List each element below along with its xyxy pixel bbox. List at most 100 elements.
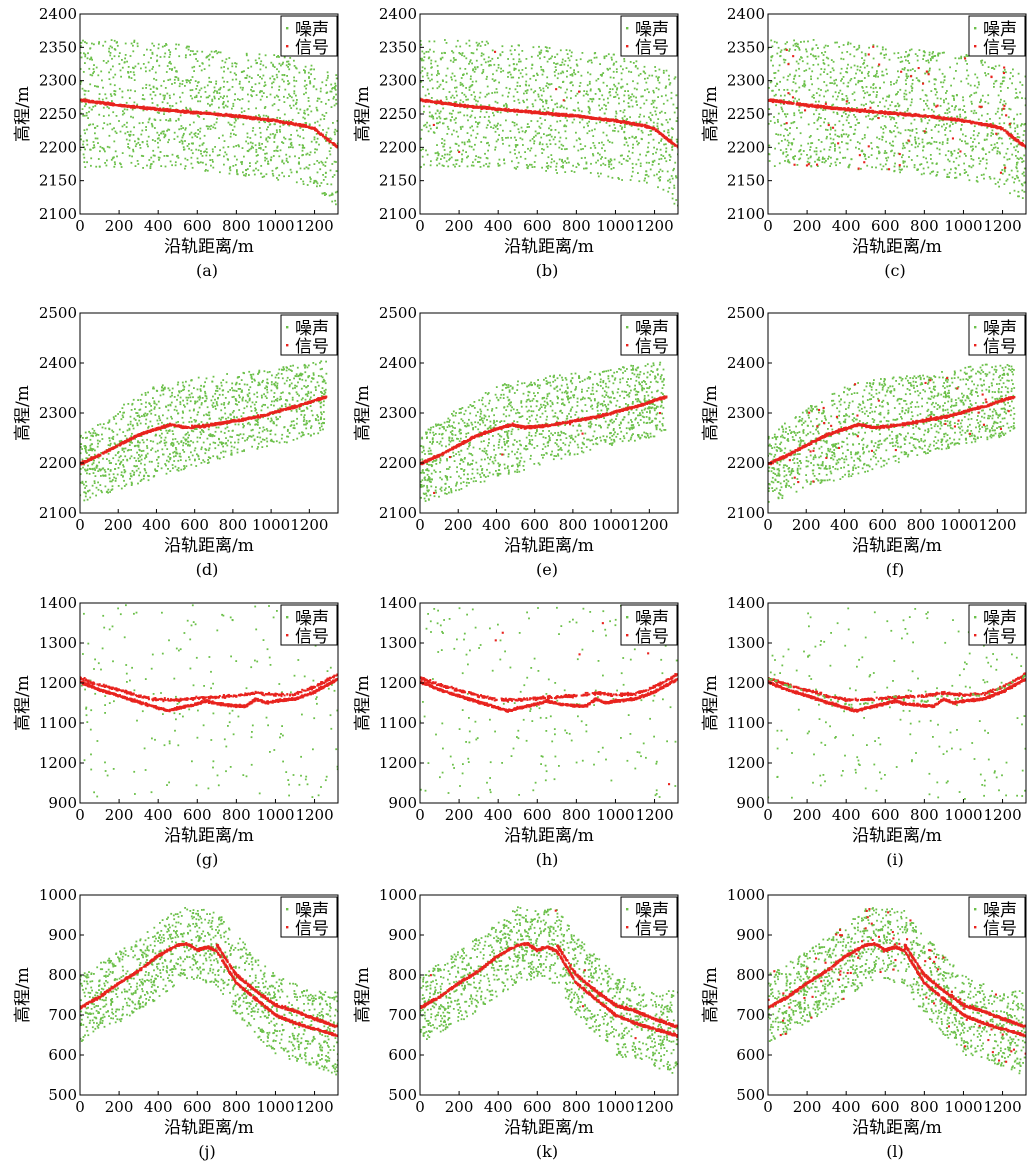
noise-point [928,54,931,56]
noise-point [498,134,500,136]
noise-point [309,178,312,180]
noise-point [190,156,193,159]
noise-point [266,140,269,143]
noise-point [565,107,568,110]
noise-point [610,163,613,166]
noise-point [154,127,156,129]
noise-point [817,63,820,66]
signal-point [176,109,179,112]
noise-point [651,74,654,77]
signal-point [112,103,115,106]
noise-point [157,137,160,140]
noise-point [580,148,582,151]
signal-point [104,103,107,106]
noise-point [609,158,612,161]
noise-point [576,92,579,95]
signal-point [301,124,304,127]
y-tick-label: 2350 [39,38,77,56]
noise-point [140,67,142,70]
noise-point [200,152,202,155]
noise-point [132,44,134,47]
noise-point [267,136,270,138]
noise-point [134,140,136,143]
noise-point [331,193,334,196]
noise-point [946,139,949,142]
noise-point [566,70,568,72]
noise-point [638,180,641,183]
noise-point [562,80,565,83]
noise-point [618,102,620,105]
noise-point [205,148,208,150]
noise-point [471,62,473,65]
noise-point [589,98,592,100]
noise-point [585,93,588,95]
noise-point [593,128,596,131]
noise-point [487,92,490,95]
noise-point [992,133,994,135]
noise-point [534,154,537,157]
noise-point [189,107,192,110]
noise-point [96,137,99,140]
signal-point [651,127,654,130]
noise-point [453,101,456,104]
noise-point [937,130,940,133]
noise-point [631,135,634,138]
signal-point [608,120,611,123]
noise-point [556,102,558,105]
noise-point [203,86,206,89]
noise-point [237,117,239,120]
noise-point [169,118,172,120]
noise-point [497,162,499,165]
noise-point [309,176,311,179]
noise-point [174,76,177,78]
noise-point [136,103,139,106]
noise-point [907,107,909,110]
noise-point [645,81,648,84]
noise-point [936,91,938,94]
noise-point [549,143,552,145]
y-tick-label: 2100 [39,205,77,223]
noise-point [475,80,478,83]
noise-point [103,122,106,124]
noise-point [593,56,596,59]
signal-point [275,120,278,123]
noise-point [284,88,287,91]
noise-point [903,68,906,71]
noise-point [179,96,181,99]
noise-point [283,80,285,83]
noise-point [332,87,334,89]
noise-point [330,194,333,196]
noise-point [429,79,431,82]
noise-point [550,129,552,132]
signal-point [439,99,442,102]
noise-point [114,150,117,153]
noise-point [247,67,250,69]
noise-point [673,111,676,114]
noise-point [579,138,581,141]
noise-point [799,157,802,160]
signal-point [522,110,525,113]
noise-point [803,85,806,88]
noise-point [454,86,456,89]
signal-point [559,114,562,117]
noise-point [287,80,289,82]
noise-point [314,121,316,124]
noise-point [496,124,498,127]
noise-point [195,148,198,151]
noise-point [462,149,464,152]
noise-point [251,129,254,132]
noise-point [588,59,591,62]
noise-point [133,39,136,42]
noise-point [94,132,96,135]
noise-point [624,90,626,92]
noise-point [206,151,208,154]
noise-point [624,124,626,126]
noise-point [561,160,563,163]
noise-point [132,116,134,119]
noise-point [483,116,486,118]
noise-point [178,141,181,143]
noise-point [334,84,337,87]
noise-point [164,135,166,137]
noise-point [592,153,594,155]
noise-point [268,137,271,139]
